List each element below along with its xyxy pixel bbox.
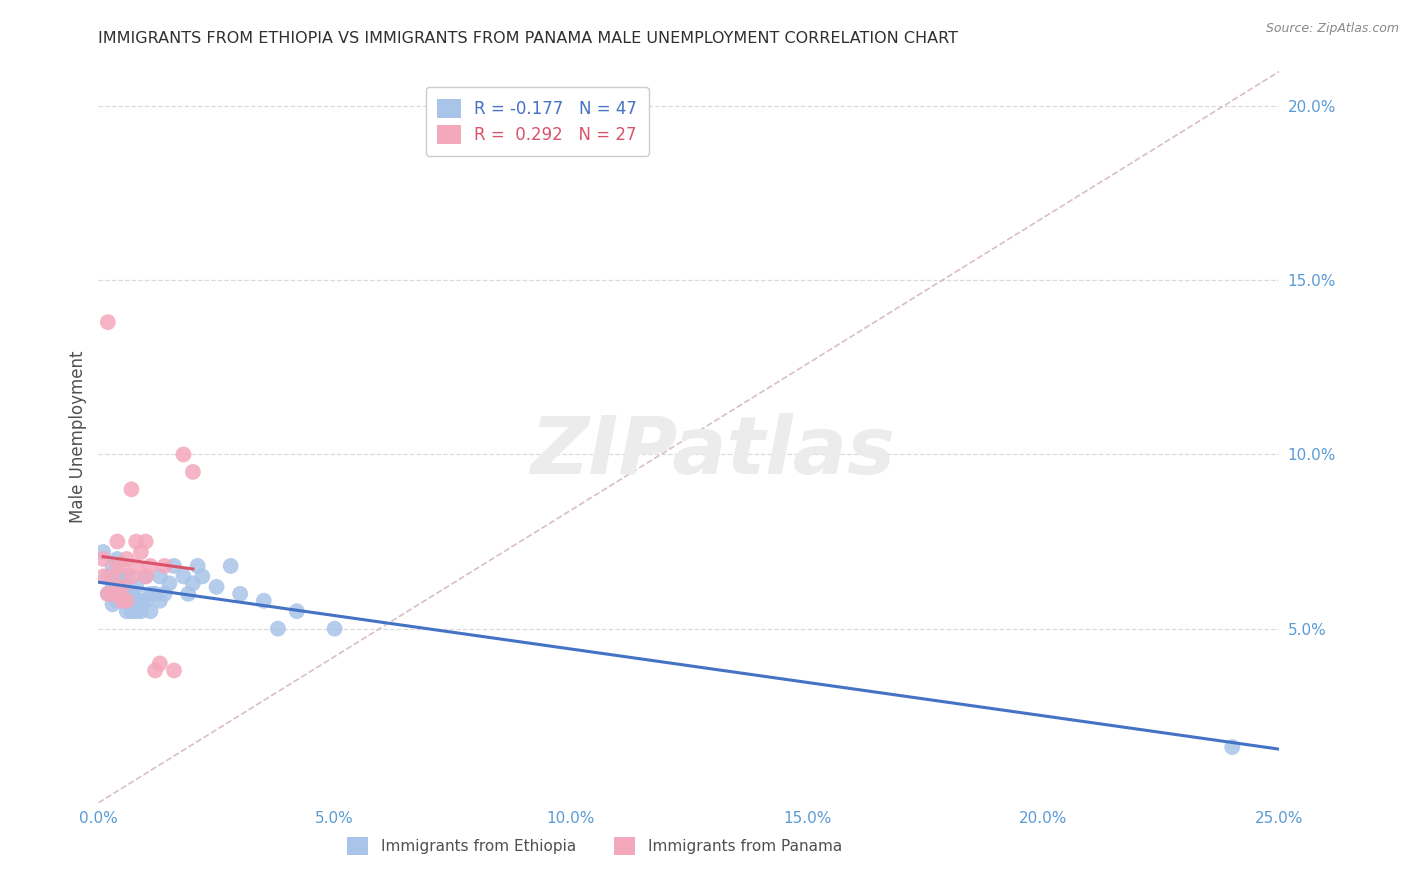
Y-axis label: Male Unemployment: Male Unemployment bbox=[69, 351, 87, 524]
Point bbox=[91, 569, 114, 583]
Point bbox=[135, 594, 157, 608]
Point bbox=[139, 587, 162, 601]
Point bbox=[253, 594, 276, 608]
Point bbox=[115, 604, 138, 618]
Point bbox=[125, 534, 148, 549]
Point bbox=[121, 604, 143, 618]
Point bbox=[111, 594, 134, 608]
Point bbox=[129, 594, 152, 608]
Point bbox=[163, 664, 186, 678]
Point bbox=[172, 448, 194, 462]
Text: Source: ZipAtlas.com: Source: ZipAtlas.com bbox=[1265, 22, 1399, 36]
Point bbox=[1220, 740, 1243, 755]
Point bbox=[135, 569, 157, 583]
Point bbox=[115, 552, 138, 566]
Point bbox=[105, 552, 128, 566]
Point bbox=[101, 587, 124, 601]
Point bbox=[139, 604, 162, 618]
Point bbox=[111, 558, 134, 573]
Point bbox=[121, 483, 143, 497]
Point bbox=[91, 545, 114, 559]
Point bbox=[149, 594, 172, 608]
Point bbox=[129, 604, 152, 618]
Text: IMMIGRANTS FROM ETHIOPIA VS IMMIGRANTS FROM PANAMA MALE UNEMPLOYMENT CORRELATION: IMMIGRANTS FROM ETHIOPIA VS IMMIGRANTS F… bbox=[98, 31, 959, 46]
Point bbox=[111, 576, 134, 591]
Point bbox=[125, 580, 148, 594]
Point bbox=[285, 604, 308, 618]
Point bbox=[111, 594, 134, 608]
Point bbox=[191, 569, 214, 583]
Point bbox=[97, 587, 120, 601]
Point bbox=[177, 587, 200, 601]
Point bbox=[115, 594, 138, 608]
Point bbox=[121, 569, 143, 583]
Point bbox=[143, 587, 166, 601]
Point bbox=[91, 552, 114, 566]
Text: ZIPatlas: ZIPatlas bbox=[530, 413, 896, 491]
Point bbox=[105, 534, 128, 549]
Point bbox=[172, 569, 194, 583]
Point bbox=[125, 594, 148, 608]
Point bbox=[153, 558, 176, 573]
Point bbox=[105, 594, 128, 608]
Point bbox=[101, 597, 124, 611]
Point bbox=[129, 545, 152, 559]
Point bbox=[115, 569, 138, 583]
Legend: Immigrants from Ethiopia, Immigrants from Panama: Immigrants from Ethiopia, Immigrants fro… bbox=[340, 831, 848, 861]
Point bbox=[121, 587, 143, 601]
Point bbox=[205, 580, 228, 594]
Point bbox=[101, 580, 124, 594]
Point bbox=[219, 558, 242, 573]
Point bbox=[153, 587, 176, 601]
Point bbox=[157, 576, 180, 591]
Point bbox=[181, 576, 204, 591]
Point bbox=[101, 558, 124, 573]
Point bbox=[111, 587, 134, 601]
Point bbox=[125, 604, 148, 618]
Point bbox=[143, 664, 166, 678]
Point bbox=[125, 558, 148, 573]
Point bbox=[97, 569, 120, 583]
Point bbox=[121, 594, 143, 608]
Point bbox=[135, 534, 157, 549]
Point bbox=[97, 587, 120, 601]
Point bbox=[115, 587, 138, 601]
Point bbox=[105, 558, 128, 573]
Point bbox=[111, 569, 134, 583]
Point bbox=[105, 569, 128, 583]
Point bbox=[267, 622, 290, 636]
Point bbox=[149, 657, 172, 671]
Point bbox=[101, 569, 124, 583]
Point bbox=[139, 558, 162, 573]
Point bbox=[149, 569, 172, 583]
Point bbox=[181, 465, 204, 479]
Point bbox=[163, 558, 186, 573]
Point bbox=[323, 622, 346, 636]
Point bbox=[187, 558, 209, 573]
Point bbox=[97, 315, 120, 329]
Point bbox=[229, 587, 252, 601]
Point bbox=[111, 580, 134, 594]
Point bbox=[135, 569, 157, 583]
